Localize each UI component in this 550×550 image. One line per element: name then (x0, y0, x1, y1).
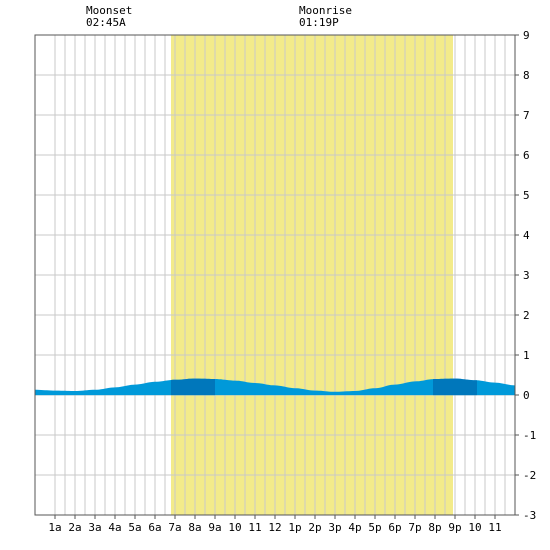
x-tick-label: 9a (208, 521, 221, 534)
moonrise-time: 01:19P (299, 16, 339, 29)
x-tick-label: 5p (368, 521, 381, 534)
y-tick-label: 2 (523, 309, 530, 322)
high-tide-band (433, 378, 477, 396)
x-tick-label: 12 (268, 521, 281, 534)
x-tick-label: 9p (448, 521, 461, 534)
y-tick-label: 4 (523, 229, 530, 242)
y-tick-label: 0 (523, 389, 530, 402)
x-tick-label: 2a (68, 521, 81, 534)
x-axis-ticks: 1a 2a 3a 4a 5a 6a 7a 8a 9a 10 11 12 1p 2p 3p 4p 5p 6p 7p 8p… (48, 515, 502, 534)
x-tick-label: 4p (348, 521, 361, 534)
y-tick-label: -2 (523, 469, 536, 482)
x-tick-label: 3a (88, 521, 101, 534)
x-tick-label: 11 (488, 521, 501, 534)
moonrise-annotation: Moonrise 01:19P (299, 5, 352, 29)
y-tick-label: 9 (523, 29, 530, 42)
tide-area (35, 378, 515, 396)
x-tick-label: 11 (248, 521, 261, 534)
moonrise-label: Moonrise (299, 4, 352, 17)
x-tick-label: 1a (48, 521, 61, 534)
y-tick-label: 1 (523, 349, 530, 362)
y-tick-label: -3 (523, 509, 536, 522)
x-tick-label: 4a (108, 521, 121, 534)
x-tick-label: 7p (408, 521, 421, 534)
moonset-time: 02:45A (86, 16, 126, 29)
moonset-label: Moonset (86, 4, 133, 17)
x-tick-label: 6a (148, 521, 161, 534)
x-tick-label: 2p (308, 521, 321, 534)
y-tick-label: 5 (523, 189, 530, 202)
high-tide-band (171, 378, 215, 396)
y-tick-label: 7 (523, 109, 530, 122)
x-tick-label: 5a (128, 521, 141, 534)
x-tick-label: 10 (468, 521, 481, 534)
x-tick-label: 10 (228, 521, 241, 534)
x-tick-label: 1p (288, 521, 301, 534)
y-tick-label: 3 (523, 269, 530, 282)
moonset-annotation: Moonset 02:45A (86, 5, 132, 29)
y-tick-label: 6 (523, 149, 530, 162)
chart-grid (35, 35, 515, 515)
tide-series (35, 378, 515, 396)
y-tick-label: 8 (523, 69, 530, 82)
x-tick-label: 3p (328, 521, 341, 534)
x-tick-label: 7a (168, 521, 181, 534)
x-tick-label: 8a (188, 521, 201, 534)
x-tick-label: 6p (388, 521, 401, 534)
y-tick-label: -1 (523, 429, 536, 442)
y-axis-ticks: -3 -2 -1 0 1 2 3 4 5 6 7 8 9 (515, 29, 536, 522)
x-tick-label: 8p (428, 521, 441, 534)
